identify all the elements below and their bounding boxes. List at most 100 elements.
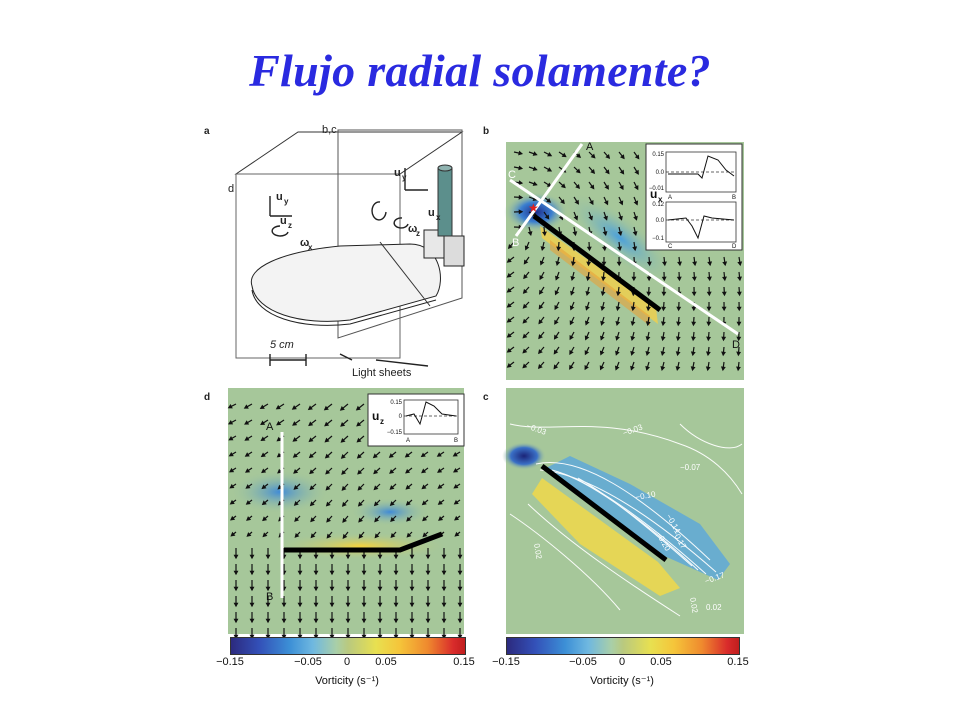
vector-arrowhead xyxy=(377,586,383,592)
vector-arrowhead xyxy=(361,634,367,640)
omega-x-label: ω xyxy=(300,237,309,249)
omega-z-label: ω xyxy=(408,223,417,235)
vector-arrowhead xyxy=(645,351,651,356)
vector-arrowhead xyxy=(453,467,459,473)
vector-arrowhead xyxy=(524,245,530,251)
vector-arrowhead xyxy=(357,469,363,475)
vector-arrowhead xyxy=(537,363,543,369)
vector-arrowhead xyxy=(356,437,362,443)
vector-arrowhead xyxy=(345,602,351,608)
vector-arrowhead xyxy=(539,260,545,266)
vector-arrowhead xyxy=(706,306,712,312)
star-icon: ★ xyxy=(528,201,539,215)
vector-arrowhead xyxy=(691,336,696,342)
vector-arrowhead xyxy=(260,436,266,442)
vector-arrowhead xyxy=(233,618,239,624)
vector-arrowhead xyxy=(406,532,412,538)
vector-arrowhead xyxy=(457,634,463,640)
inset-b-bottom-tick-1: 0.12 xyxy=(652,202,664,208)
vector-arrowhead xyxy=(275,404,281,410)
vector-arrowhead xyxy=(532,166,538,171)
vector-arrowhead xyxy=(720,366,726,372)
vector-arrowhead xyxy=(646,276,652,282)
panel-d-label: d xyxy=(204,392,211,403)
vector-arrowhead xyxy=(506,287,512,293)
inset-d-ylabel: u xyxy=(372,409,379,423)
vector-arrowhead xyxy=(454,531,460,537)
vector-arrowhead xyxy=(575,168,581,174)
vector-arrowhead xyxy=(292,421,298,426)
inset-d-ylabel-sub: z xyxy=(380,417,384,426)
vector-arrowhead xyxy=(736,321,742,327)
vector-arrowhead xyxy=(438,516,444,521)
point-c: C xyxy=(508,169,516,181)
vector-arrowhead xyxy=(532,151,538,156)
vector-arrowhead xyxy=(345,618,351,624)
colorbar-right xyxy=(506,637,740,655)
inset-b-bottom-tick-3: −0.1 xyxy=(652,236,665,242)
point-d: D xyxy=(732,339,740,351)
vector-arrowhead xyxy=(586,246,592,252)
vector-arrowhead xyxy=(244,452,250,457)
point-d-b: B xyxy=(266,591,273,603)
vector-arrowhead xyxy=(265,570,271,576)
vector-arrowhead xyxy=(506,302,512,308)
panel-d-wing-line xyxy=(284,531,443,553)
vector-arrowhead xyxy=(293,485,299,490)
vector-arrowhead xyxy=(722,261,728,267)
vector-arrowhead xyxy=(441,570,447,576)
vector-arrowhead xyxy=(705,351,711,357)
vector-arrowhead xyxy=(523,259,529,265)
ux-right-sub: x xyxy=(436,213,441,222)
vector-arrowhead xyxy=(457,618,463,624)
vector-arrowhead xyxy=(393,602,399,608)
vector-arrowhead xyxy=(660,321,666,327)
vector-arrowhead xyxy=(737,261,743,267)
vector-arrowhead xyxy=(292,453,298,458)
vector-arrowhead xyxy=(249,570,255,576)
vector-arrowhead xyxy=(522,288,528,294)
vector-arrowhead xyxy=(389,469,395,474)
vector-arrowhead xyxy=(569,364,574,370)
vector-arrowhead xyxy=(297,570,303,576)
vector-arrowhead xyxy=(309,501,315,507)
vector-arrowhead xyxy=(388,453,394,458)
vector-arrowhead xyxy=(599,350,605,356)
panel-d-inset: u z 0.15 0 −0.15 A B xyxy=(367,393,465,447)
vector-arrowhead xyxy=(249,554,255,560)
vector-arrowhead xyxy=(630,306,636,312)
panel-c-wing-line xyxy=(540,464,668,562)
omega-z-sub: z xyxy=(416,229,420,238)
vector-arrowhead xyxy=(736,291,742,297)
vector-arrowhead xyxy=(589,200,594,206)
vector-arrowhead xyxy=(422,516,428,522)
ux-right-label: u xyxy=(428,207,435,219)
vector-arrowhead xyxy=(329,618,335,624)
panel-b-inset: u x 0.15 0.0 −0.01 A B 0.12 0.0 −0.1 C D xyxy=(645,143,743,251)
vector-arrowhead xyxy=(572,231,578,237)
panel-b-wing-line xyxy=(532,213,662,313)
vector-arrowhead xyxy=(454,515,460,521)
vector-arrowhead xyxy=(645,321,651,327)
vector-arrowhead xyxy=(357,501,363,507)
vector-arrowhead xyxy=(721,291,727,297)
colorbar-left xyxy=(230,637,466,655)
vector-arrowhead xyxy=(409,554,415,560)
panel-b-vectors xyxy=(506,150,743,372)
panel-a-schematic: a b,c d xyxy=(200,120,480,382)
vector-arrowhead xyxy=(425,602,431,608)
vector-arrowhead xyxy=(409,586,415,592)
vector-arrowhead xyxy=(604,169,610,175)
vector-arrowhead xyxy=(310,533,316,539)
vector-arrowhead xyxy=(660,336,666,342)
vector-arrowhead xyxy=(249,602,255,608)
vector-arrowhead xyxy=(539,289,544,295)
vector-arrowhead xyxy=(233,586,239,592)
vector-arrowhead xyxy=(675,366,681,372)
vector-arrowhead xyxy=(600,335,605,341)
vector-arrowhead xyxy=(409,618,415,624)
vector-arrowhead xyxy=(249,634,255,640)
vector-arrowhead xyxy=(324,421,330,427)
vector-arrowhead xyxy=(233,634,239,640)
point-b: B xyxy=(512,237,519,249)
